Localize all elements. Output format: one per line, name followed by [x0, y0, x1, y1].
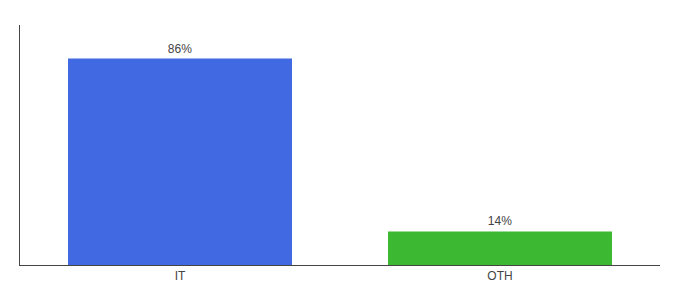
- svg-text:14%: 14%: [488, 214, 512, 228]
- svg-text:86%: 86%: [168, 42, 192, 56]
- svg-text:OTH: OTH: [487, 269, 512, 283]
- svg-text:IT: IT: [175, 269, 186, 283]
